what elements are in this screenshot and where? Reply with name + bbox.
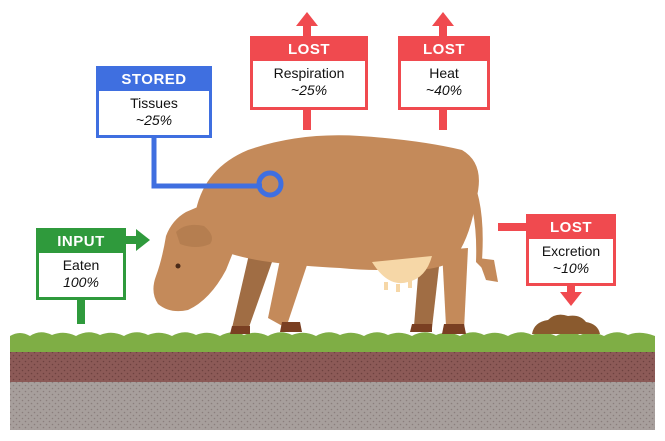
respiration-box: LOST Respiration ~25% [250, 36, 368, 110]
respiration-value: ~25% [290, 82, 328, 98]
respiration-label: Respiration [273, 65, 345, 81]
ground [10, 332, 655, 430]
excretion-label: Excretion [541, 243, 601, 259]
heat-label: Heat [429, 65, 459, 81]
stored-label: Tissues [130, 95, 178, 111]
heat-arrow [432, 12, 454, 130]
arrow-up-icon [296, 12, 318, 26]
input-box: INPUT Eaten 100% [36, 228, 126, 300]
excretion-header: LOST [529, 217, 613, 239]
heat-value: ~40% [425, 82, 463, 98]
dung-pile [532, 314, 600, 334]
heat-header: LOST [401, 39, 487, 61]
connector-ring-icon [256, 170, 284, 198]
respiration-arrow [296, 12, 318, 130]
respiration-header: LOST [253, 39, 365, 61]
grass-strip [10, 332, 655, 352]
input-arrow [77, 229, 150, 324]
stored-value: ~25% [135, 112, 173, 128]
excretion-arrow [498, 223, 582, 306]
stored-connector [151, 136, 284, 198]
excretion-value: ~10% [552, 260, 590, 276]
arrow-right-icon [136, 229, 150, 251]
stored-header: STORED [99, 69, 209, 91]
stored-box: STORED Tissues ~25% [96, 66, 212, 138]
input-label: Eaten [62, 257, 100, 273]
cow-illustration [153, 135, 498, 334]
arrow-up-icon [432, 12, 454, 26]
heat-box: LOST Heat ~40% [398, 36, 490, 110]
excretion-box: LOST Excretion ~10% [526, 214, 616, 286]
arrow-down-icon [560, 292, 582, 306]
input-header: INPUT [39, 231, 123, 253]
input-value: 100% [63, 274, 99, 290]
